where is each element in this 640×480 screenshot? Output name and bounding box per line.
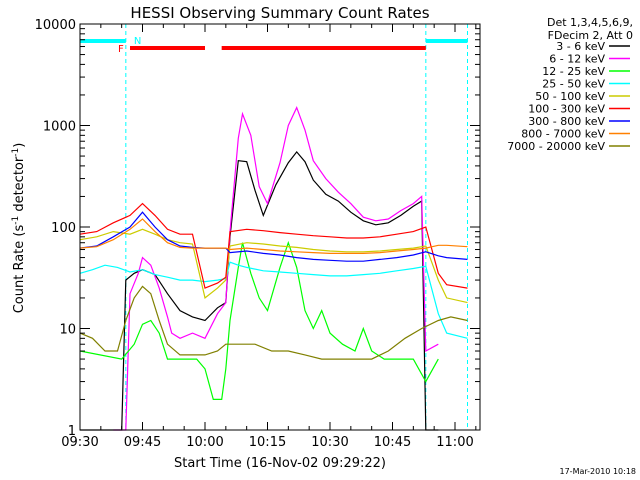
series-line-3 (79, 240, 439, 400)
chart-title: HESSI Observing Summary Count Rates (130, 4, 429, 22)
legend-label: 12 - 25 keV (542, 65, 605, 78)
x-tick-label: 10:00 (186, 435, 223, 450)
legend-label: 100 - 300 keV (528, 103, 605, 116)
plot-frame (79, 23, 481, 431)
y-tick-label: 1 (68, 424, 76, 439)
y-axis-label: Count Rate (s-1 detector-1) (11, 143, 27, 314)
x-tick-label: 10:45 (374, 435, 411, 450)
x-axis: 09:30 09:45 10:00 10:15 10:30 10:45 11:00 (61, 24, 477, 450)
x-tick-label: 11:00 (436, 435, 473, 450)
x-axis-label: Start Time (16-Nov-02 09:29:22) (174, 456, 386, 471)
series-line-4 (79, 261, 468, 339)
series-line-1 (80, 150, 439, 431)
series-line-6 (79, 202, 468, 289)
timestamp: 17-Mar-2010 10:18 (560, 467, 637, 476)
x-tick-label: 09:45 (124, 435, 161, 450)
y-tick-label: 100 (51, 221, 76, 236)
legend-label: 6 - 12 keV (549, 53, 605, 66)
legend: Det 1,3,4,5,6,9, FDecim 2, Att 0 3 - 6 k… (507, 16, 633, 153)
legend-label: 7000 - 20000 keV (507, 140, 605, 153)
series-line-7 (79, 211, 468, 262)
series-line-2 (113, 106, 439, 431)
plot-area: NF (79, 23, 481, 431)
x-tick-label: 09:30 (61, 435, 98, 450)
series-line-9 (79, 285, 468, 360)
legend-header-line-2: FDecim 2, Att 0 (548, 29, 633, 42)
y-tick-label: 10 (59, 323, 76, 338)
y-axis: 1 10 100 1000 10000 (35, 18, 480, 439)
x-tick-label: 10:15 (249, 435, 286, 450)
series-line-8 (79, 218, 468, 254)
night-marker-label: N (134, 36, 141, 47)
legend-label: 800 - 7000 keV (521, 128, 605, 141)
y-tick-label: 1000 (43, 120, 76, 135)
legend-label: 25 - 50 keV (542, 78, 605, 91)
legend-label: 3 - 6 keV (556, 40, 605, 53)
series-line-5 (79, 228, 468, 304)
flare-marker-label: F (118, 44, 124, 55)
legend-label: 50 - 100 keV (535, 90, 605, 103)
legend-header-line-1: Det 1,3,4,5,6,9, (547, 16, 633, 29)
y-tick-label: 10000 (35, 18, 76, 33)
x-tick-label: 10:30 (311, 435, 348, 450)
legend-label: 300 - 800 keV (528, 115, 605, 128)
